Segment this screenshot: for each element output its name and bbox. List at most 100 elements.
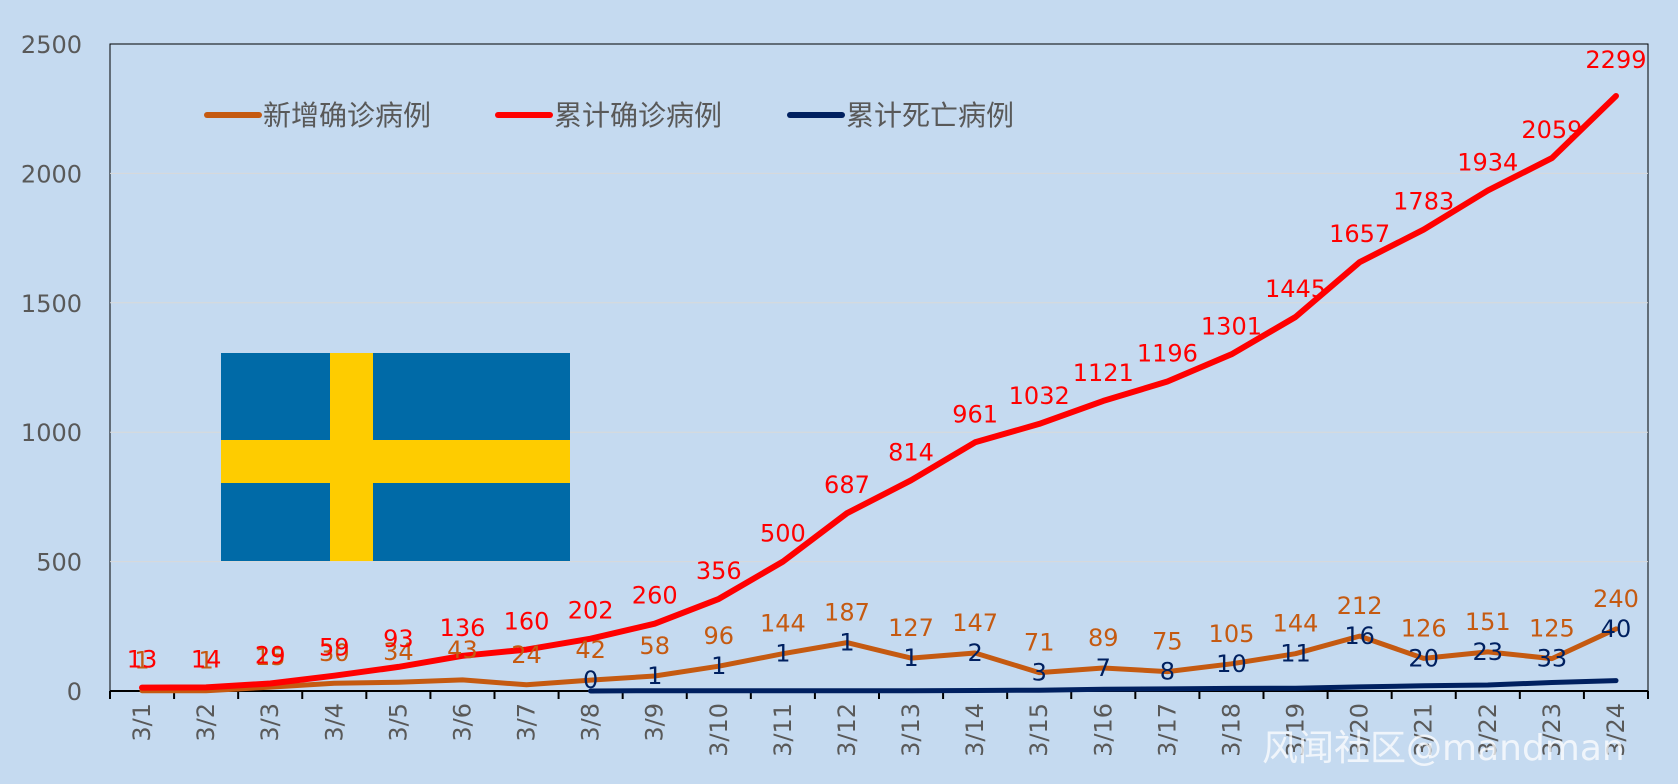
data-label: 1 (134, 647, 149, 675)
data-label: 13 (127, 646, 158, 674)
x-tick-label: 3/16 (1089, 703, 1117, 757)
data-label: 2 (967, 639, 982, 667)
data-label: 20 (1408, 644, 1439, 672)
data-label: 24 (511, 641, 542, 669)
data-label: 30 (319, 639, 350, 667)
data-label: 1121 (1073, 359, 1134, 387)
flag-cross-horizontal (221, 440, 570, 483)
watermark: 风闻社区@mandman (1262, 728, 1625, 769)
x-tick-label: 3/11 (769, 703, 797, 757)
data-label: 1657 (1329, 220, 1390, 248)
data-label: 126 (1401, 614, 1447, 642)
data-label: 11 (1280, 640, 1311, 668)
data-label: 93 (383, 625, 414, 653)
x-tick-label: 3/15 (1025, 703, 1053, 757)
x-tick-label: 3/5 (384, 703, 412, 742)
data-label: 144 (1273, 610, 1319, 638)
data-label: 356 (696, 557, 742, 585)
x-tick-label: 3/23 (1538, 703, 1566, 757)
data-label: 144 (760, 610, 806, 638)
series-line-1 (139, 626, 1619, 694)
data-label: 1 (647, 662, 662, 690)
x-tick-label: 3/18 (1217, 703, 1245, 757)
data-label: 105 (1209, 620, 1255, 648)
y-tick-label: 0 (67, 678, 82, 706)
data-label: 23 (1473, 638, 1504, 666)
data-label: 127 (888, 614, 934, 642)
data-label: 151 (1465, 608, 1511, 636)
x-tick-label: 3/12 (833, 703, 861, 757)
y-tick-label: 1000 (21, 419, 82, 447)
data-label: 8 (1160, 658, 1175, 686)
data-label: 212 (1337, 592, 1383, 620)
data-label: 34 (383, 638, 414, 666)
data-label: 16 (1344, 622, 1375, 650)
x-tick-label: 3/17 (1153, 703, 1181, 757)
x-tick-label: 3/1 (128, 703, 156, 742)
data-label: 125 (1529, 615, 1575, 643)
data-label: 1445 (1265, 275, 1326, 303)
x-tick-label: 3/2 (192, 703, 220, 742)
data-label: 1 (711, 652, 726, 680)
x-tick-label: 3/10 (705, 703, 733, 757)
x-tick-label: 3/20 (1346, 703, 1374, 757)
legend: 新增确诊病例 累计确诊病例 累计死亡病例 (204, 99, 1014, 132)
y-tick-label: 2000 (21, 160, 82, 188)
data-label: 15 (255, 643, 286, 671)
data-label: 7 (1096, 654, 1111, 682)
data-label: 1 (839, 629, 854, 657)
x-tick-label: 3/19 (1282, 703, 1310, 757)
data-label: 260 (632, 582, 678, 610)
data-label: 2059 (1521, 116, 1582, 144)
data-label: 75 (1152, 628, 1183, 656)
y-tick-label: 500 (36, 549, 82, 577)
x-tick-label: 3/6 (448, 703, 476, 742)
data-label: 59 (319, 634, 350, 662)
x-tick-label: 3/3 (256, 703, 284, 742)
data-label: 187 (824, 599, 870, 627)
data-label: 40 (1601, 615, 1632, 643)
legend-label: 累计死亡病例 (846, 99, 1014, 132)
data-label: 14 (191, 645, 222, 673)
x-tick-label: 3/24 (1602, 703, 1630, 757)
data-label: 1301 (1201, 312, 1262, 340)
data-label: 71 (1024, 629, 1055, 657)
data-label: 500 (760, 520, 806, 548)
data-label: 961 (952, 400, 998, 428)
data-label: 160 (504, 608, 550, 636)
x-tick-label: 3/21 (1410, 703, 1438, 757)
sweden-flag (221, 353, 570, 561)
x-tick-label: 3/8 (577, 703, 605, 742)
data-label: 1783 (1393, 188, 1454, 216)
data-label: 1032 (1009, 382, 1070, 410)
x-tick-label: 3/13 (897, 703, 925, 757)
data-label: 42 (575, 636, 606, 664)
y-tick-label: 1500 (21, 290, 82, 318)
x-tick-label: 3/9 (641, 703, 669, 742)
data-label: 202 (568, 597, 614, 625)
data-label: 0 (583, 666, 598, 694)
x-tick-label: 3/22 (1474, 703, 1502, 757)
data-label: 2299 (1585, 46, 1646, 74)
x-tick-label: 3/7 (513, 703, 541, 742)
data-label: 240 (1593, 585, 1639, 613)
data-label: 33 (1537, 645, 1568, 673)
data-label: 814 (888, 438, 934, 466)
x-tick-label: 3/4 (320, 703, 348, 742)
data-label: 1 (775, 640, 790, 668)
series-line-3 (588, 678, 1619, 694)
data-label: 1934 (1457, 148, 1518, 176)
data-label: 89 (1088, 624, 1119, 652)
data-label: 687 (824, 471, 870, 499)
legend-label: 累计确诊病例 (554, 99, 722, 132)
legend-label: 新增确诊病例 (263, 99, 431, 132)
data-label: 1 (903, 644, 918, 672)
data-label: 96 (704, 622, 735, 650)
series-line-2 (139, 93, 1619, 691)
data-label: 10 (1216, 650, 1247, 678)
data-label: 1 (198, 647, 213, 675)
